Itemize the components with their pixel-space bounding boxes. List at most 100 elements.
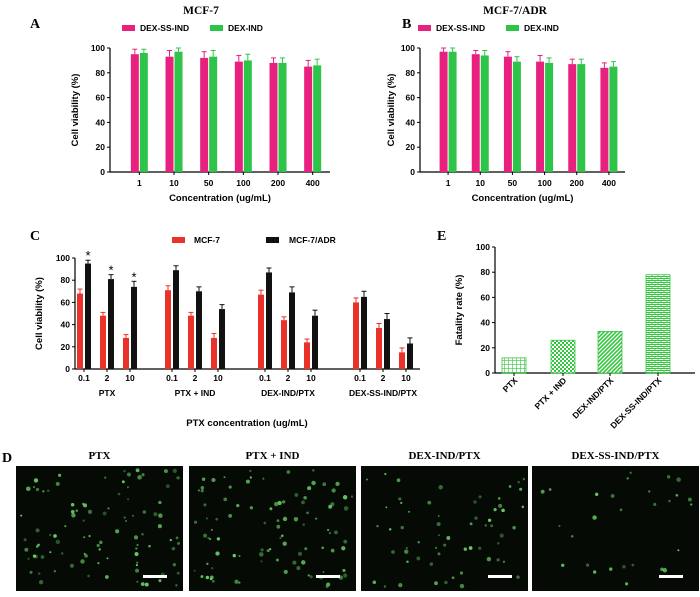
micrograph-title: DEX-IND/PTX [408, 450, 480, 462]
micrograph-cell [49, 551, 52, 554]
micrograph-cell [474, 516, 478, 520]
micrograph-cell [385, 506, 388, 509]
micrograph-image [16, 466, 183, 591]
panel-b-y-axis-label: Cell viability (%) [386, 74, 397, 147]
micrograph-cell [315, 517, 318, 520]
panel-c-y-tick-label: 100 [56, 253, 70, 263]
micrograph-cell [210, 528, 213, 531]
panel-c-bar-mcf7-adr [384, 319, 390, 369]
micrograph-cell [473, 500, 477, 504]
micrograph-cell [135, 568, 140, 573]
micrograph-cell [301, 500, 305, 505]
micrograph-cell [328, 504, 333, 509]
panel-a-y-axis-label: Cell viability (%) [70, 74, 81, 147]
micrograph-cell [484, 524, 487, 527]
micrograph-cell [263, 521, 267, 525]
micrograph-cell [502, 560, 506, 563]
micrograph-cell [383, 585, 387, 588]
micrograph-cell [521, 505, 525, 509]
panel-e-bar [501, 357, 527, 374]
micrograph-cell [236, 503, 240, 508]
panel-c-bar-mcf7-adr [85, 263, 91, 369]
micrograph-cell [71, 513, 76, 518]
panel-a-y-tick-label: 40 [96, 117, 106, 127]
panel-e-y-tick-label: 60 [481, 292, 491, 302]
micrograph-cell [69, 563, 75, 568]
micrograph-cell [321, 546, 324, 550]
panel-c-bar-mcf7 [100, 315, 106, 369]
micrograph-cell [660, 567, 664, 572]
micrograph-cell [193, 569, 196, 572]
micrograph-cell [140, 582, 145, 587]
panel-b-legend-swatch [418, 25, 431, 31]
micrograph-cell [676, 477, 681, 482]
micrograph-title: DEX-SS-IND/PTX [571, 450, 659, 462]
micrograph-cell [400, 525, 405, 530]
micrograph-cell [141, 532, 144, 536]
panel-e-y-tick-label: 0 [485, 368, 490, 378]
micrograph-cell [211, 567, 214, 570]
panel-c-y-tick-label: 20 [61, 342, 71, 352]
micrograph-cell [201, 477, 206, 481]
micrograph-cell [648, 490, 651, 493]
micrograph-cell [175, 584, 178, 587]
micrograph-cell [408, 510, 411, 513]
micrograph-cell [193, 520, 198, 524]
micrograph-cell [135, 547, 138, 550]
micrograph-cell [37, 572, 41, 575]
micrograph-cell [508, 485, 512, 488]
panel-a-bar-dex-ind [278, 62, 287, 172]
micrograph-cell [331, 488, 336, 493]
panel-c-bar-mcf7-adr [108, 279, 114, 369]
panel-c-bar-mcf7 [304, 342, 310, 369]
panel-e-bar [597, 331, 623, 374]
panel-c-y-tick-label: 60 [61, 297, 71, 307]
micrograph-cell [200, 575, 204, 579]
micrograph-cell [131, 514, 135, 517]
panel-b-bar-dex-ind [577, 64, 586, 172]
panel-e-x-tick-label: DEX-SS-IND/PTX [608, 375, 663, 430]
micrograph-cell [96, 543, 100, 548]
panel-c-y-axis-label: Cell viability (%) [34, 277, 45, 350]
panel-a-x-tick-label: 50 [204, 178, 214, 188]
micrograph-cell [307, 574, 310, 577]
micrograph-cell [416, 556, 421, 561]
micrograph-cell [136, 543, 139, 546]
micrograph-cell [245, 479, 250, 484]
micrograph-cell [592, 570, 597, 574]
panel-a-bar-dex-ss-ind [165, 56, 174, 172]
micrograph-cell [301, 560, 306, 565]
micrograph-cell [624, 582, 629, 586]
micrograph-cell [690, 503, 693, 506]
micrograph-cell [662, 568, 668, 573]
panel-b-x-tick-label: 100 [537, 178, 551, 188]
panel-c-x-tick-label: 0.1 [259, 373, 271, 383]
micrograph-cell [282, 541, 287, 546]
micrograph-cell [558, 524, 561, 528]
micrograph-cell [629, 471, 632, 474]
panel-b-y-tick-label: 80 [406, 68, 416, 78]
panel-a-y-tick-label: 80 [96, 68, 106, 78]
micrograph-cell [207, 536, 210, 540]
micrograph-cell [343, 573, 348, 578]
micrograph-cell [228, 513, 233, 518]
micrograph-cell [296, 566, 301, 571]
panel-c-bar-mcf7 [211, 337, 217, 369]
micrograph-cell [282, 516, 288, 522]
micrograph-cell [169, 538, 173, 542]
micrograph-cell [35, 528, 40, 533]
panel-c-bar-mcf7 [353, 302, 359, 369]
micrograph-cell [53, 534, 57, 538]
panel-b-x-tick-label: 200 [570, 178, 584, 188]
panel-b-legend-label: DEX-IND [524, 23, 559, 33]
micrograph-cell [137, 475, 142, 480]
micrograph-cell [157, 524, 162, 529]
panel-c-bar-mcf7 [165, 290, 171, 369]
panel-b-bar-dex-ss-ind [471, 54, 480, 173]
panel-a-x-tick-label: 400 [306, 178, 320, 188]
panel-c-y-tick-label: 40 [61, 320, 71, 330]
panel-c-x-tick-label: 0.1 [166, 373, 178, 383]
micrograph-cell [406, 560, 409, 563]
micrograph-cell [490, 524, 494, 528]
